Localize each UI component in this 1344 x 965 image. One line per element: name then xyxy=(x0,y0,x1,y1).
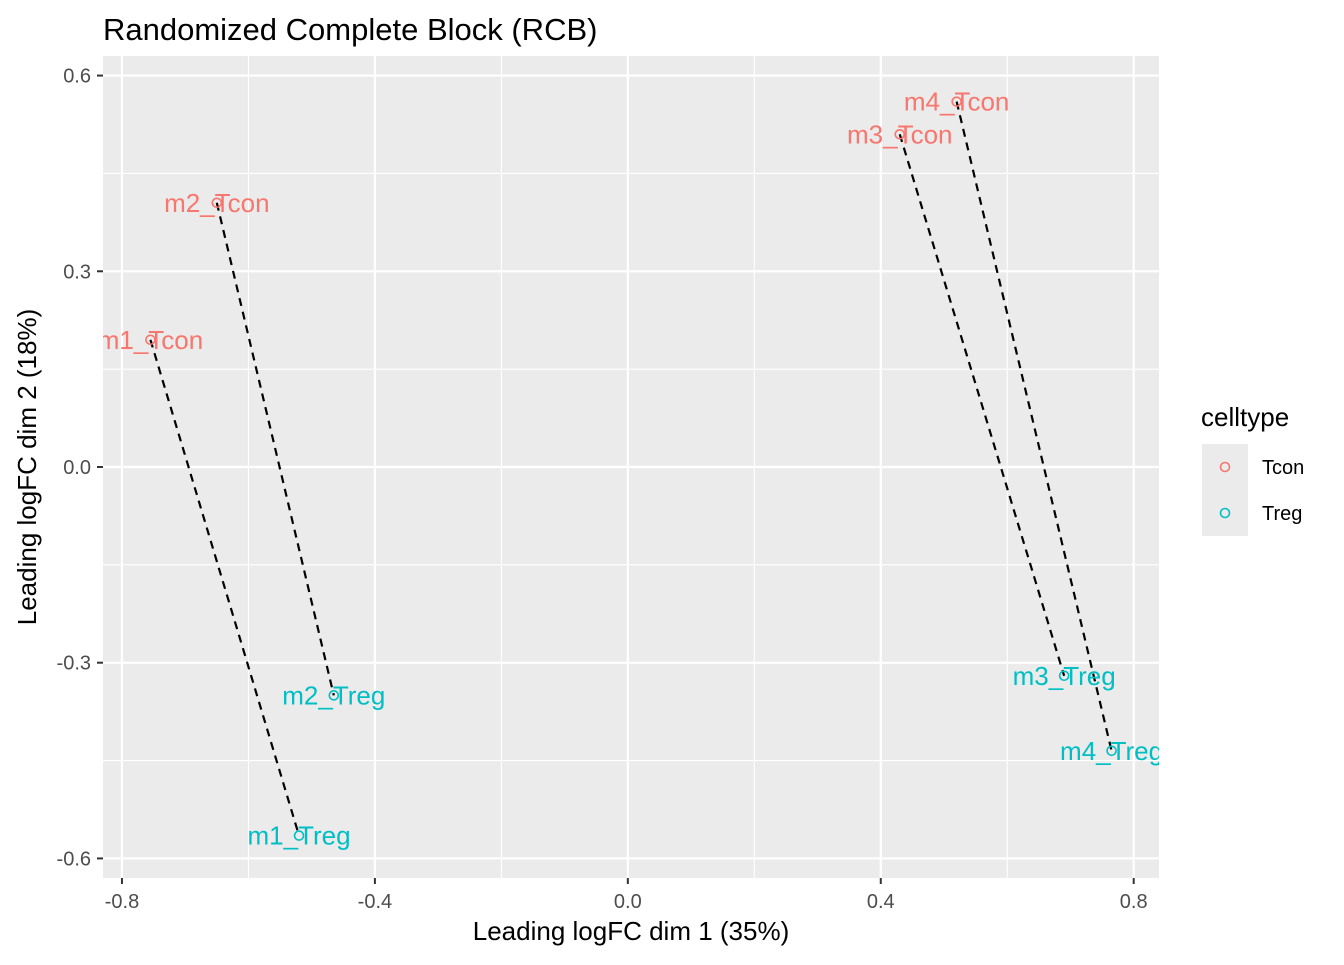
point-label: m2_Tcon xyxy=(164,188,270,218)
point-label: m4_Treg xyxy=(1060,736,1163,766)
data-point xyxy=(328,690,340,701)
x-tick-label: -0.4 xyxy=(358,891,392,913)
pair-line xyxy=(898,133,1066,677)
legend-title: celltype xyxy=(1201,402,1289,432)
x-axis: -0.8 -0.4 0.0 0.4 0.8 xyxy=(105,878,1148,913)
y-axis: -0.6 -0.3 0.0 0.3 0.6 xyxy=(57,66,103,870)
point-label: m4_Tcon xyxy=(904,87,1010,117)
point-label: m1_Treg xyxy=(247,821,350,851)
y-axis-label: Leading logFC dim 2 (18%) xyxy=(12,309,42,626)
data-point xyxy=(145,334,156,346)
data-point xyxy=(1058,670,1070,682)
y-tick-label: 0.0 xyxy=(63,457,91,479)
x-tick-label: -0.8 xyxy=(105,891,139,913)
legend-key xyxy=(1219,507,1231,519)
point-label: m3_Tcon xyxy=(847,119,953,149)
x-axis-label: Leading logFC dim 1 (35%) xyxy=(473,916,790,946)
pair-lines xyxy=(149,101,1113,836)
x-tick-label: 0.4 xyxy=(867,891,895,913)
legend-label: Treg xyxy=(1262,503,1302,525)
point-label: m1_Tcon xyxy=(98,325,204,355)
data-point xyxy=(211,197,223,209)
legend-label: Tcon xyxy=(1262,457,1304,479)
y-tick-label: -0.6 xyxy=(57,848,91,870)
points xyxy=(145,96,1117,841)
data-point xyxy=(951,96,962,107)
data-point xyxy=(293,830,305,841)
point-label: m2_Treg xyxy=(282,680,385,710)
pair-line xyxy=(149,339,301,836)
point-label: m3_Treg xyxy=(1013,661,1116,691)
legend-entries: Tcon Treg xyxy=(1219,457,1304,525)
legend: celltype Tcon Treg xyxy=(1201,402,1304,536)
x-tick-label: 0.0 xyxy=(614,891,642,913)
x-tick-label: 0.8 xyxy=(1120,891,1148,913)
y-tick-label: 0.3 xyxy=(63,261,91,283)
pair-line xyxy=(215,202,335,696)
chart-title: Randomized Complete Block (RCB) xyxy=(103,12,597,47)
legend-key-bg xyxy=(1202,444,1248,536)
y-tick-label: -0.3 xyxy=(57,653,91,675)
y-tick-label: 0.6 xyxy=(63,66,91,88)
legend-key xyxy=(1219,461,1231,473)
data-point xyxy=(894,128,906,140)
data-point xyxy=(1106,745,1117,757)
